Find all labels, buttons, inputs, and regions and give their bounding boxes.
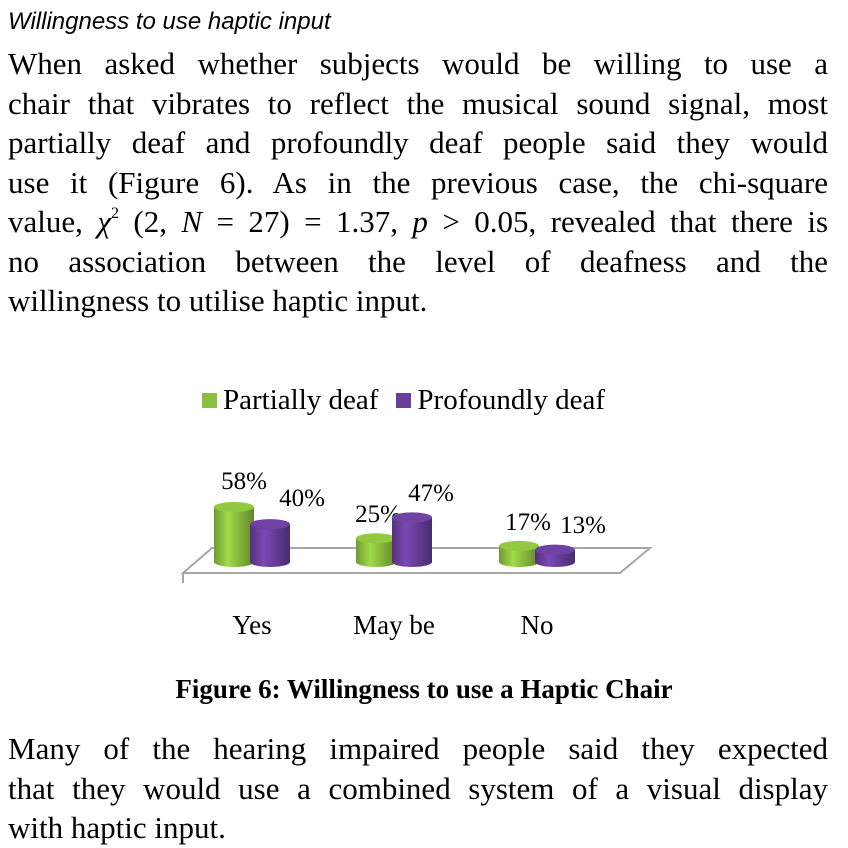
figure-caption: Figure 6: Willingness to use a Haptic Ch… — [175, 674, 673, 704]
paragraph-line: chair that vibrates to reflect the music… — [8, 85, 828, 121]
bar-no-partially-deaf — [499, 545, 539, 567]
paragraph-line: that they would use a combined system of… — [8, 770, 828, 806]
math-post-text: , revealed that there is — [528, 204, 829, 239]
legend-item-partially-deaf: Partially deaf — [202, 384, 378, 417]
bar-top — [392, 512, 432, 523]
legend-swatch — [396, 393, 412, 408]
legend-label: Partially deaf — [223, 384, 379, 416]
paragraph-line: no association between the level of deaf… — [8, 243, 828, 279]
bar-top — [535, 544, 575, 555]
paragraph-line: partially deaf and profoundly deaf peopl… — [8, 125, 828, 160]
paragraph-line: use it (Figure 6). As in the previous ca… — [8, 164, 828, 200]
bar-may-be-partially-deaf — [356, 538, 396, 567]
data-label: 13% — [560, 512, 606, 539]
bar-top — [499, 540, 539, 551]
data-label: 40% — [279, 485, 325, 512]
chi-square-expression: χ2 (2, N = 27) = 1.37, p > 0.05 — [97, 204, 529, 239]
legend-label: Profoundly deaf — [417, 384, 606, 416]
paragraph-line: When asked whether subjects would be wil… — [8, 46, 828, 81]
data-label: 47% — [408, 480, 454, 507]
data-label: 17% — [505, 509, 551, 536]
bar-yes-partially-deaf — [214, 507, 254, 567]
paragraph-line-math: value, χ2 (2, N = 27) = 1.37, p > 0.05, … — [8, 202, 828, 242]
data-label: 58% — [221, 468, 267, 495]
body-paragraph-2: Many of the hearing impaired people said… — [8, 729, 828, 848]
legend-swatch — [202, 393, 217, 408]
bar-top — [214, 502, 254, 512]
bar-no-profoundly-deaf — [535, 549, 575, 567]
bar-top — [356, 533, 396, 544]
bar-may-be-profoundly-deaf — [392, 517, 432, 567]
category-tick-label: No — [521, 610, 554, 640]
paragraph-line: willingness to utilise haptic input. — [8, 283, 428, 318]
category-tick-label: May be — [353, 610, 435, 640]
chart-legend: Partially deaf Profoundly deaf — [202, 384, 623, 417]
math-pre-text: value, — [8, 204, 83, 239]
section-heading: Willingness to use haptic input — [8, 8, 331, 35]
body-paragraph-1: When asked whether subjects would be wil… — [8, 44, 828, 321]
legend-item-profoundly-deaf: Profoundly deaf — [396, 384, 605, 417]
bar-top — [250, 519, 290, 530]
paragraph-line: with haptic input. — [8, 810, 226, 845]
bar-yes-profoundly-deaf — [250, 524, 290, 567]
paragraph-line: Many of the hearing impaired people said… — [8, 731, 828, 766]
category-tick-label: Yes — [232, 610, 271, 640]
